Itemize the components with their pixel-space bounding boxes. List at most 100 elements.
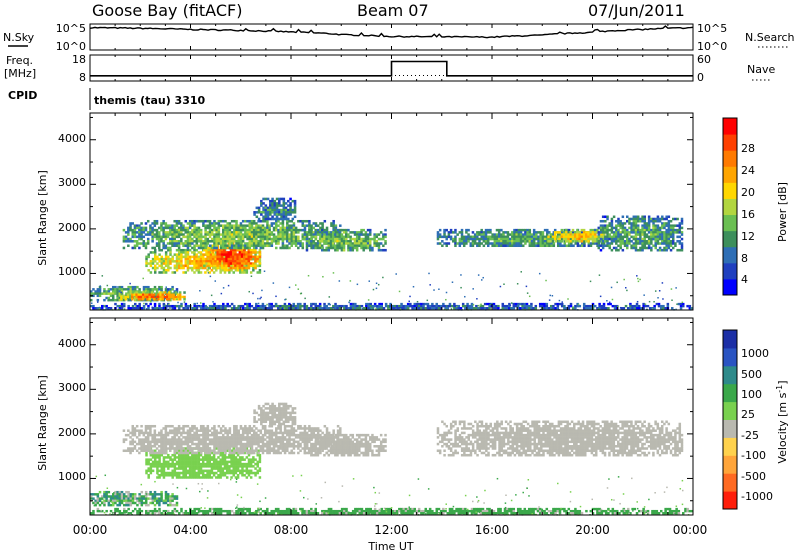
power-cell xyxy=(530,233,534,236)
power-cell xyxy=(279,246,282,250)
power-cell xyxy=(628,242,631,245)
power-cell xyxy=(162,271,166,274)
power-speck xyxy=(451,281,454,283)
power-cell xyxy=(307,240,311,243)
power-cell xyxy=(129,285,133,289)
velocity-cell xyxy=(225,460,229,464)
power-cell xyxy=(221,260,225,263)
velocity-cell xyxy=(109,495,113,498)
power-cell xyxy=(171,304,174,308)
power-cell xyxy=(140,307,144,310)
power-cell xyxy=(458,237,462,241)
power-cell xyxy=(330,224,333,227)
power-cell xyxy=(573,235,577,239)
power-speck xyxy=(220,307,222,309)
power-cell xyxy=(290,244,293,248)
power-cell xyxy=(200,307,203,310)
power-cell xyxy=(164,260,168,263)
power-speck xyxy=(577,303,580,306)
power-cell xyxy=(151,233,154,236)
power-cell xyxy=(526,240,529,243)
power-cell xyxy=(147,262,150,265)
power-cell xyxy=(195,242,199,245)
power-cell xyxy=(246,235,249,239)
power-cell xyxy=(213,307,216,310)
power-cell xyxy=(136,298,139,302)
power-cell xyxy=(552,242,556,245)
power-cell xyxy=(257,231,260,234)
power-cell xyxy=(373,235,376,239)
power-cell xyxy=(669,224,673,227)
power-cell xyxy=(312,246,315,250)
power-cell xyxy=(217,231,221,234)
power-cell xyxy=(305,248,309,252)
power-speck xyxy=(433,289,435,291)
power-speck xyxy=(626,289,628,292)
power-cell xyxy=(437,304,441,308)
power-cell xyxy=(268,307,271,310)
power-cell xyxy=(303,226,307,230)
power-cell xyxy=(248,226,252,230)
power-cell xyxy=(268,233,271,236)
power-cell xyxy=(180,260,183,263)
power-cell xyxy=(435,302,439,306)
power-cell xyxy=(134,302,137,306)
power-cell xyxy=(530,302,533,306)
power-cell xyxy=(205,257,208,261)
velocity-cell xyxy=(129,493,133,496)
power-cell xyxy=(216,257,219,261)
power-cell xyxy=(345,240,348,243)
velocity-cell xyxy=(158,501,161,505)
power-cell xyxy=(222,235,225,239)
velocity-cell xyxy=(256,453,259,457)
power-cell xyxy=(182,264,185,268)
power-cell xyxy=(116,298,119,302)
power-cell xyxy=(475,304,478,308)
power-cell xyxy=(491,244,494,248)
power-cell xyxy=(674,244,677,248)
power-cell xyxy=(224,304,227,308)
power-cell xyxy=(305,237,309,241)
power-cell xyxy=(658,226,662,230)
power-cell xyxy=(340,244,344,248)
velocity-cell xyxy=(221,456,225,459)
velocity-cell xyxy=(145,460,148,464)
power-cell xyxy=(384,235,387,239)
velocity-cell xyxy=(162,474,166,477)
power-cell xyxy=(234,253,237,256)
power-cell xyxy=(199,240,203,243)
power-cell xyxy=(228,228,232,232)
power-cell xyxy=(371,246,374,250)
power-cell xyxy=(206,219,210,223)
power-cell xyxy=(549,240,553,243)
power-cell xyxy=(129,298,133,302)
velocity-cell xyxy=(195,474,198,477)
velocity-cell xyxy=(201,474,205,477)
power-cell xyxy=(338,231,341,234)
power-cell xyxy=(226,224,229,227)
power-speck xyxy=(154,295,156,298)
power-cell xyxy=(672,226,675,230)
power-cell xyxy=(135,242,139,245)
power-cell xyxy=(464,307,467,310)
power-cell xyxy=(214,262,217,265)
velocity-cell xyxy=(131,495,135,498)
velocity-cell xyxy=(236,467,240,470)
power-cell xyxy=(487,242,490,245)
power-cell xyxy=(239,242,243,245)
power-cell xyxy=(389,307,392,310)
power-cell xyxy=(193,262,196,265)
power-cell xyxy=(237,228,240,232)
power-cell xyxy=(266,307,269,310)
power-cell xyxy=(639,228,642,232)
power-cell xyxy=(617,233,620,236)
power-cell xyxy=(252,233,256,236)
power-cell xyxy=(556,302,560,306)
velocity-cell xyxy=(127,429,130,432)
power-cell xyxy=(447,231,451,234)
velocity-cell xyxy=(151,469,155,473)
power-cell xyxy=(541,302,544,306)
power-cell xyxy=(362,307,366,310)
power-cell xyxy=(613,304,617,308)
power-cell xyxy=(580,240,584,243)
